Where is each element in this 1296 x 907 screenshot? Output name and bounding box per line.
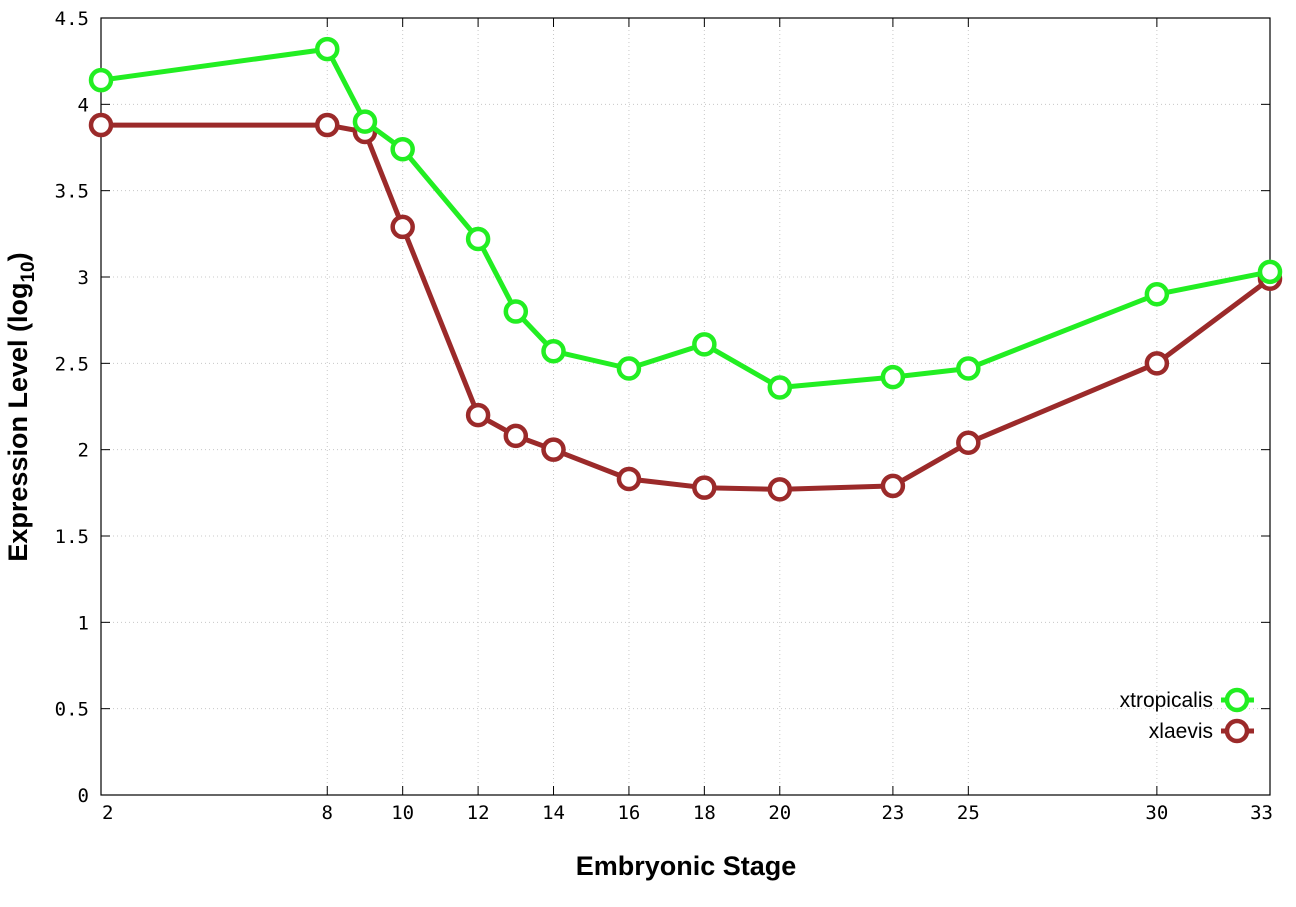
data-point xyxy=(692,332,717,357)
data-point xyxy=(616,466,642,492)
data-point xyxy=(315,112,340,138)
x-tick-label: 14 xyxy=(542,802,565,824)
x-tick-label: 12 xyxy=(467,802,490,824)
legend-label: xlaevis xyxy=(1149,720,1213,743)
x-tick-label: 2 xyxy=(102,802,113,824)
y-tick-label: 2 xyxy=(78,440,89,462)
y-axis-title: Expression Level (log10) xyxy=(3,252,39,561)
data-point xyxy=(465,402,491,428)
y-tick-label: 4.5 xyxy=(55,8,89,30)
data-point xyxy=(1144,282,1170,307)
data-point xyxy=(390,214,415,240)
data-point xyxy=(503,423,529,449)
data-point xyxy=(88,112,114,138)
data-point xyxy=(1144,351,1170,376)
y-tick-label: 1 xyxy=(78,612,89,634)
x-axis-title: Embryonic Stage xyxy=(576,851,797,881)
x-tick-label: 8 xyxy=(322,802,333,824)
y-tick-label: 4 xyxy=(78,94,89,116)
data-point xyxy=(390,136,415,162)
y-axis-title-main: Expression Level (log xyxy=(3,283,33,562)
series-xtropicalis xyxy=(88,36,1283,400)
x-tick-label: 10 xyxy=(391,802,414,824)
y-axis-title-close: ) xyxy=(3,252,33,261)
legend-label: xtropicalis xyxy=(1120,689,1213,712)
data-point xyxy=(465,226,491,252)
data-point xyxy=(315,36,340,62)
legend-entry-xtropicalis: xtropicalis xyxy=(1120,687,1254,713)
series-xlaevis xyxy=(88,112,1283,502)
data-point xyxy=(616,356,642,381)
x-tick-label: 16 xyxy=(617,802,640,824)
x-tick-label: 33 xyxy=(1250,802,1273,824)
data-point xyxy=(880,473,906,499)
data-point xyxy=(880,364,906,390)
axis-ticks: 0 0.5 1 1.5 2 2.5 3 3.5 4 4.5 2 8 10 12 14 16 18 20 23 25 30… xyxy=(55,8,1273,824)
series-line-xlaevis xyxy=(101,122,1272,492)
data-point xyxy=(767,477,793,502)
data-point xyxy=(956,430,981,456)
y-tick-label: 3 xyxy=(78,267,89,289)
series-layer xyxy=(88,36,1283,502)
x-tick-label: 18 xyxy=(693,802,716,824)
y-tick-label: 0.5 xyxy=(55,699,89,721)
y-tick-label: 3.5 xyxy=(55,181,89,203)
legend: xtropicalis xlaevis xyxy=(1120,687,1254,744)
legend-marker xyxy=(1224,687,1250,713)
y-tick-label: 1.5 xyxy=(55,526,89,548)
data-point xyxy=(1257,259,1283,285)
y-tick-label: 2.5 xyxy=(55,353,89,375)
data-point xyxy=(956,356,981,381)
y-tick-label: 0 xyxy=(78,785,89,807)
data-point xyxy=(692,475,717,500)
y-axis-title-subscript: 10 xyxy=(18,261,39,282)
legend-marker xyxy=(1224,718,1250,744)
x-tick-label: 30 xyxy=(1145,802,1168,824)
data-point xyxy=(88,67,114,93)
series-line-xtropicalis xyxy=(100,46,1271,390)
data-point xyxy=(767,375,793,400)
x-tick-label: 25 xyxy=(957,802,980,824)
data-point xyxy=(541,338,566,364)
grid-lines xyxy=(101,18,1270,795)
x-tick-label: 23 xyxy=(881,802,904,824)
data-point xyxy=(352,109,378,134)
data-point xyxy=(503,299,529,324)
x-tick-label: 20 xyxy=(768,802,791,824)
data-point xyxy=(541,437,566,462)
legend-entry-xlaevis: xlaevis xyxy=(1149,718,1254,744)
plot-frame xyxy=(100,17,1271,796)
